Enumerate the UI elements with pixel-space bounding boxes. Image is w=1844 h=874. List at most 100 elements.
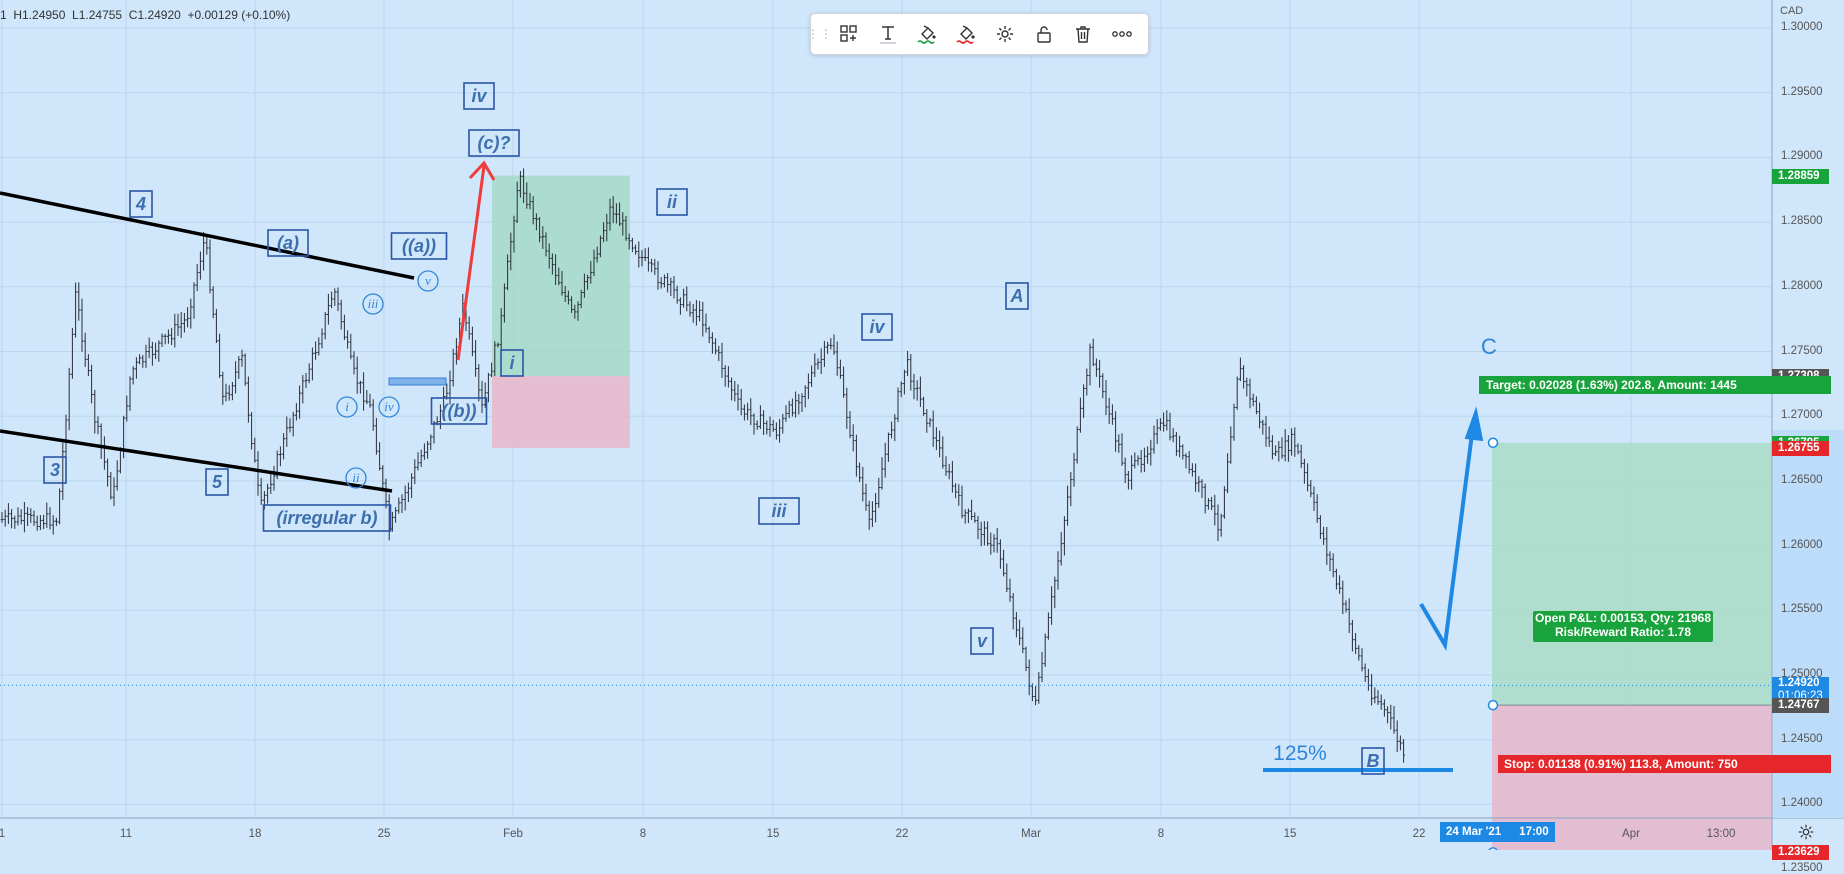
position-handle[interactable]: [1488, 847, 1498, 850]
drawing-toolbar: ⋮⋮: [807, 13, 1149, 55]
wave-box: [468, 129, 520, 157]
more-icon[interactable]: [1102, 14, 1141, 54]
wave-label[interactable]: (a): [267, 229, 309, 257]
range-marker[interactable]: [388, 377, 447, 386]
wave-label[interactable]: 5: [205, 468, 229, 496]
price-tick: 1.24500: [1781, 732, 1823, 745]
wave-label[interactable]: ((b)): [430, 397, 488, 425]
price-tick: 1.24000: [1781, 797, 1823, 810]
wave-text: ((b)): [442, 401, 477, 421]
earlier-stop-zone[interactable]: [492, 376, 630, 448]
wave-label[interactable]: i: [336, 396, 358, 418]
wave-label[interactable]: ii: [345, 467, 367, 489]
wave-text: ((a)): [402, 236, 436, 256]
time-tick: 25: [377, 828, 391, 840]
open-pnl-label[interactable]: Open P&L: 0.00153, Qty: 21968 Risk/Rewar…: [1533, 611, 1713, 642]
wave-circle: [345, 467, 367, 489]
trash-icon[interactable]: [1063, 14, 1102, 54]
time-tick: 13:00: [1706, 828, 1736, 840]
wave-box: [390, 232, 448, 260]
wave-text: B: [1367, 751, 1380, 771]
target-label[interactable]: Target: 0.02028 (1.63%) 202.8, Amount: 1…: [1479, 376, 1831, 394]
wave-circle: [336, 396, 358, 418]
wave-box: [205, 468, 229, 496]
projection-arrow[interactable]: [1419, 417, 1476, 652]
wave-label[interactable]: iv: [378, 396, 400, 418]
time-tick: 15: [1283, 828, 1297, 840]
wave-label[interactable]: 4: [129, 190, 153, 218]
upper-trendline[interactable]: [0, 191, 415, 280]
wave-text: i: [345, 399, 349, 414]
red-arrow-line[interactable]: [456, 165, 486, 361]
wave-text: A: [1010, 286, 1024, 306]
price-tick: 1.23500: [1781, 862, 1823, 874]
lower-trendline[interactable]: [0, 429, 393, 493]
time-tick: 22: [895, 828, 909, 840]
wave-label[interactable]: 3: [43, 456, 67, 484]
price-tag: 1.23629: [1772, 845, 1829, 861]
ohlc-bars: [0, 168, 1405, 763]
price-tick: 1.30000: [1781, 21, 1823, 33]
wave-label[interactable]: B: [1361, 747, 1385, 775]
wave-box: [758, 497, 800, 525]
wave-label[interactable]: ((a)): [390, 232, 448, 260]
price-tick: 1.28500: [1781, 215, 1823, 228]
wave-box: [500, 349, 524, 377]
wave-label[interactable]: (c)?: [468, 129, 520, 157]
time-tick: Apr: [1622, 828, 1640, 840]
wave-label[interactable]: v: [970, 627, 994, 655]
wave-text: iii: [368, 296, 379, 311]
wave-box: [861, 313, 893, 341]
position-handle[interactable]: [1487, 437, 1499, 448]
price-chart[interactable]: 43(a)5(irregular b)iiiiiiivv((a))((b))iv…: [0, 0, 1844, 850]
wave-box: [656, 188, 688, 216]
fill-color-green-icon[interactable]: [907, 14, 946, 54]
time-tick: 11: [120, 828, 132, 840]
axis-settings-icon[interactable]: [1797, 823, 1815, 841]
text-icon[interactable]: [868, 14, 907, 54]
settings-gear-icon[interactable]: [985, 14, 1024, 54]
wave-label[interactable]: i: [500, 349, 524, 377]
price-tag: 1.26755: [1772, 440, 1829, 456]
ohlc-readout: 1 H1.24950 L1.24755 C1.24920 +0.00129 (+…: [0, 8, 291, 22]
wave-label[interactable]: iii: [758, 497, 800, 525]
price-tick: 1.29000: [1781, 150, 1823, 163]
wave-text: v: [977, 631, 988, 651]
wave-text: iv: [384, 399, 394, 414]
unlock-icon[interactable]: [1024, 14, 1063, 54]
wave-label[interactable]: 125%: [1273, 742, 1327, 765]
wave-label[interactable]: v: [417, 270, 439, 292]
wave-box: [129, 190, 153, 218]
wave-text: v: [425, 273, 431, 288]
wave-label[interactable]: iii: [362, 293, 384, 315]
wave-circle: [417, 270, 439, 292]
price-tag-value: 1.28859: [1778, 169, 1820, 182]
grip-icon[interactable]: ⋮⋮: [807, 27, 833, 41]
position-handle[interactable]: [1487, 699, 1499, 711]
wave-text: 5: [212, 472, 223, 492]
price-tick: 1.27000: [1781, 409, 1823, 422]
fill-color-red-icon[interactable]: [946, 14, 985, 54]
wave-text: iii: [771, 501, 787, 521]
wave-label[interactable]: A: [1005, 282, 1029, 310]
time-tick: Mar: [1021, 828, 1041, 840]
cursor-date-tag: 24 Mar '21 17:00: [1440, 822, 1555, 842]
stop-label[interactable]: Stop: 0.01138 (0.91%) 113.8, Amount: 750: [1498, 755, 1831, 773]
price-tick: 1.26500: [1781, 473, 1823, 486]
price-tag: 1.24767: [1772, 698, 1829, 714]
open-pnl-text: Open P&L: 0.00153, Qty: 21968: [1534, 611, 1712, 625]
wave-label[interactable]: iv: [463, 82, 495, 110]
wave-label[interactable]: (irregular b): [262, 504, 392, 532]
wave-label[interactable]: ii: [656, 188, 688, 216]
object-tree-icon[interactable]: [829, 14, 868, 54]
price-tag-value: 1.23629: [1778, 846, 1820, 859]
price-tick: 1.25000: [1781, 668, 1823, 680]
wave-text: C: [1481, 334, 1497, 359]
earlier-target-zone[interactable]: [492, 175, 630, 377]
target-zone[interactable]: [1492, 442, 1772, 706]
wave-label[interactable]: C: [1481, 334, 1497, 359]
wave-text: (a): [277, 233, 299, 253]
wave-box: [430, 397, 488, 425]
wave-label[interactable]: iv: [861, 313, 893, 341]
wave-text: (c)?: [478, 133, 511, 153]
